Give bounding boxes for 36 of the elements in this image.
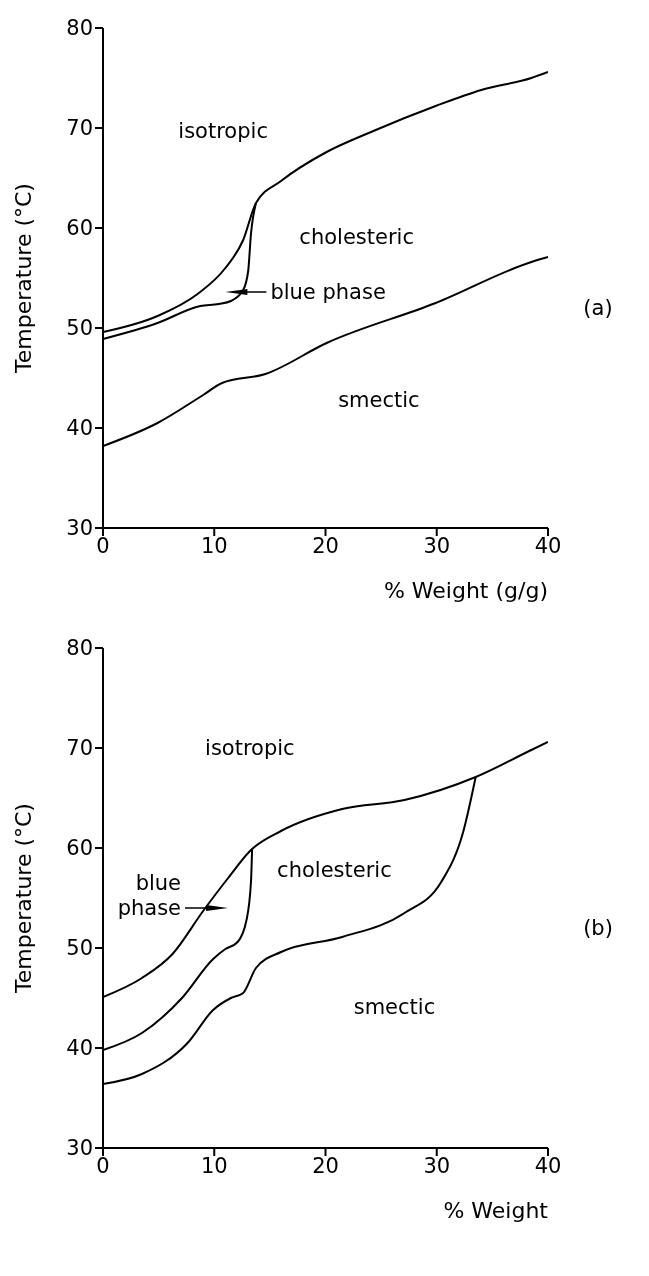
y-tick-label: 70 (66, 736, 93, 761)
y-tick-label: 60 (66, 216, 93, 241)
y-axis-title: Temperature (°C) (10, 803, 36, 994)
text: (a) (582, 296, 614, 320)
y-tick-label: 40 (66, 416, 93, 441)
annotation: blue phase (270, 280, 386, 304)
y-tick-label: 30 (66, 1136, 93, 1161)
x-tick-label: 0 (96, 1153, 110, 1178)
annotation: blue phase (117, 871, 182, 920)
y-tick-label: 50 (66, 316, 93, 341)
y-tick-label: 60 (66, 836, 93, 861)
annotation: smectic (353, 995, 436, 1019)
x-tick-label: 10 (200, 533, 228, 558)
x-axis-title: % Weight (443, 1198, 549, 1223)
x-tick-label: 40 (534, 1153, 562, 1178)
x-tick-label: 40 (534, 533, 562, 558)
x-tick-label: 0 (96, 533, 110, 558)
annotation: cholesteric (299, 225, 414, 249)
x-tick-label: 20 (312, 1153, 339, 1178)
y-tick-label: 40 (66, 1036, 93, 1061)
annotation: isotropic (178, 119, 268, 143)
y-axis-title: Temperature (°C) (10, 183, 36, 374)
annotation: cholesteric (277, 858, 392, 882)
y-tick-label: 80 (66, 636, 93, 661)
annotation: isotropic (205, 736, 295, 760)
x-tick-label: 30 (423, 1153, 451, 1178)
y-tick-label: 50 (66, 936, 93, 961)
x-tick-label: 10 (200, 1153, 228, 1178)
y-tick-label: 30 (66, 516, 93, 541)
text: (b) (582, 916, 614, 940)
x-tick-label: 30 (423, 533, 451, 558)
y-tick-label: 80 (66, 16, 93, 41)
y-tick-label: 70 (66, 116, 93, 141)
x-axis-title: % Weight (g/g) (383, 578, 548, 603)
annotation: smectic (338, 388, 420, 412)
x-tick-label: 20 (312, 533, 339, 558)
